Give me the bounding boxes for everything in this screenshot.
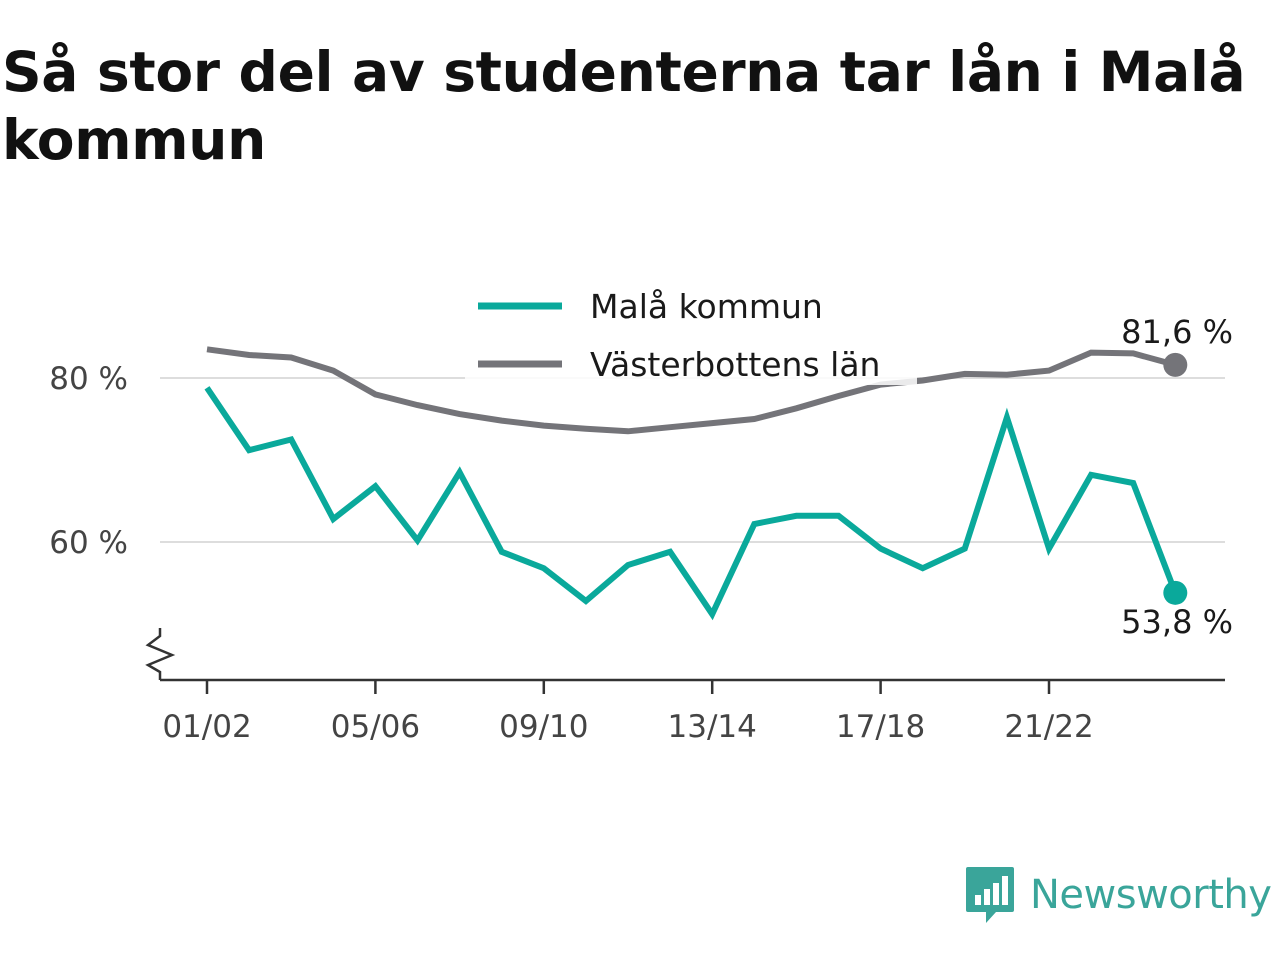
- x-tick-label: 13/14: [668, 709, 757, 745]
- end-labels: 81,6 % 53,8 %: [1121, 313, 1233, 641]
- series-line-mala: [204, 386, 1179, 621]
- x-tick-label: 09/10: [499, 709, 588, 745]
- endpoint-mala: [1163, 580, 1188, 605]
- legend-label: Västerbottens län: [590, 345, 880, 384]
- newsworthy-brand: Newsworthy: [964, 864, 1272, 926]
- end-label-vasterbotten: 81,6 %: [1121, 313, 1233, 351]
- axes: 60 % 80 % 01/02 05/06 09/10 13/14 17/18 21/22: [49, 361, 1225, 745]
- x-tick-label: 01/02: [162, 709, 251, 745]
- newsworthy-logo-icon: [966, 867, 1014, 923]
- x-tick-label: 17/18: [836, 709, 925, 745]
- endpoint-vasterbotten: [1163, 352, 1188, 377]
- legend: Malå kommun Västerbottens län: [465, 283, 917, 385]
- y-tick-label: 80 %: [49, 361, 128, 397]
- brand-name: Newsworthy: [1030, 872, 1272, 918]
- legend-background: [465, 283, 917, 385]
- x-tick-label: 21/22: [1004, 709, 1093, 745]
- y-tick-label: 60 %: [49, 525, 128, 561]
- series-lines: [204, 346, 1188, 621]
- axis-break-icon: [145, 628, 176, 680]
- x-tick-label: 05/06: [331, 709, 420, 745]
- end-label-mala: 53,8 %: [1121, 603, 1233, 641]
- chart-title: Så stor del av studenterna tar lån i Mal…: [2, 40, 1246, 172]
- series-line-vasterbotten: [206, 346, 1177, 435]
- legend-label: Malå kommun: [590, 287, 823, 326]
